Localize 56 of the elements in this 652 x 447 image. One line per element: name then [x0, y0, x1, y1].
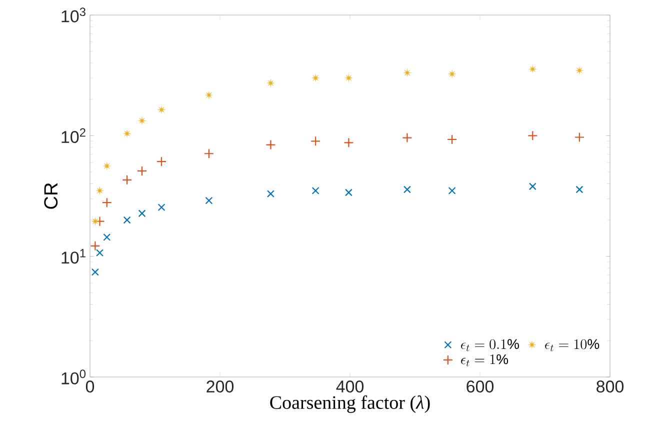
point — [402, 68, 412, 78]
point — [344, 73, 354, 82]
point — [576, 186, 584, 194]
x-axis-title: Coarsening factor (λ) — [270, 395, 430, 413]
point — [448, 69, 457, 78]
point — [95, 186, 104, 196]
x-tick-label: 0 — [86, 380, 94, 393]
point — [102, 198, 112, 208]
point — [90, 240, 100, 251]
point — [96, 249, 104, 257]
point — [157, 105, 166, 114]
point — [310, 136, 321, 146]
y-tick-label: 10$^{1}$ — [62, 249, 86, 264]
x-tick-label: 600 — [466, 380, 494, 393]
legend-label: $\epsilon_t = 0.1\%$ — [461, 339, 519, 352]
y-tick-label: 10$^{3}$ — [62, 8, 86, 22]
point — [448, 186, 456, 194]
x-tick-label: 200 — [206, 380, 234, 393]
point — [528, 64, 538, 74]
point — [122, 129, 132, 138]
point — [102, 162, 112, 171]
point — [403, 186, 411, 194]
x-tick-label: 800 — [596, 380, 624, 393]
legend-label: $\epsilon_t = 1\%$ — [461, 354, 508, 366]
x-tick-label: 400 — [336, 380, 364, 393]
point — [122, 174, 132, 185]
point — [94, 216, 105, 226]
point — [103, 233, 111, 241]
y-axis-title: CR — [44, 183, 58, 209]
point — [204, 90, 214, 100]
point — [311, 73, 320, 82]
point — [574, 66, 584, 75]
point — [138, 210, 146, 218]
point — [91, 268, 99, 276]
point — [158, 204, 166, 212]
point — [90, 216, 100, 226]
point — [574, 132, 585, 142]
y-tick-label: 10$^{0}$ — [62, 370, 86, 384]
point — [266, 78, 276, 88]
point — [266, 140, 276, 150]
point — [136, 166, 148, 176]
point — [204, 148, 214, 159]
y-tick-label: 10$^{2}$ — [62, 128, 86, 144]
point — [156, 156, 167, 167]
legend-label: $\epsilon_t = 10\%$ — [545, 339, 600, 352]
point — [312, 186, 320, 194]
point — [344, 188, 352, 196]
point — [266, 190, 274, 198]
point — [344, 138, 354, 148]
point — [138, 116, 146, 126]
point — [528, 130, 538, 141]
point — [205, 196, 213, 204]
point — [447, 134, 458, 145]
point — [528, 182, 536, 190]
point — [402, 132, 412, 143]
point — [123, 216, 131, 224]
